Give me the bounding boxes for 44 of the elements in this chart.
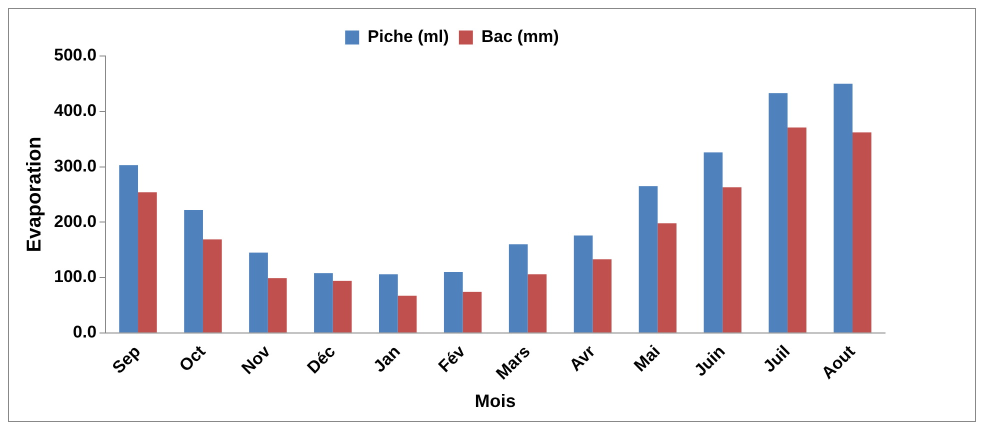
x-tick-label: Juil bbox=[760, 342, 794, 376]
bar bbox=[332, 280, 352, 332]
bar bbox=[788, 127, 806, 332]
bar bbox=[658, 223, 676, 332]
x-tick-label: Avr bbox=[566, 342, 600, 375]
legend-label: Piche (ml) bbox=[368, 27, 449, 46]
bar bbox=[574, 235, 593, 332]
y-tick-label: 100.0 bbox=[54, 267, 97, 286]
bar bbox=[202, 239, 222, 332]
x-tick-label: Déc bbox=[304, 342, 340, 378]
y-axis-title: Evaporation bbox=[24, 136, 46, 252]
bar bbox=[852, 132, 872, 332]
bar bbox=[138, 192, 157, 332]
bar bbox=[268, 278, 287, 332]
x-tick-label: Oct bbox=[176, 342, 210, 376]
y-tick-label: 400.0 bbox=[54, 101, 97, 120]
bar bbox=[528, 274, 547, 332]
y-tick-label: 0.0 bbox=[72, 322, 97, 342]
bar bbox=[184, 210, 203, 332]
y-tick-label: 500.0 bbox=[54, 46, 97, 65]
bar bbox=[119, 165, 138, 332]
bar bbox=[398, 296, 417, 332]
x-tick-label: Nov bbox=[238, 341, 274, 378]
x-tick-label: Jan bbox=[370, 342, 404, 376]
bar bbox=[768, 93, 788, 332]
x-tick-label: Juin bbox=[690, 342, 729, 380]
bar bbox=[638, 186, 658, 332]
x-tick-label: Mai bbox=[630, 342, 664, 376]
bar bbox=[314, 273, 333, 332]
bar bbox=[508, 244, 528, 332]
y-tick-label: 200.0 bbox=[54, 212, 97, 231]
bar bbox=[249, 252, 268, 332]
x-tick-label: Sep bbox=[108, 342, 144, 378]
bar bbox=[722, 187, 742, 332]
bar bbox=[444, 272, 463, 332]
bar bbox=[592, 259, 612, 332]
x-tick-label: Fév bbox=[434, 341, 470, 376]
x-axis-title: Mois bbox=[474, 391, 516, 412]
bar bbox=[379, 274, 398, 332]
y-tick-label: 300.0 bbox=[54, 156, 97, 176]
legend-label: Bac (mm) bbox=[481, 27, 559, 46]
bar bbox=[462, 292, 482, 332]
bar bbox=[834, 84, 853, 332]
bar bbox=[704, 152, 723, 332]
